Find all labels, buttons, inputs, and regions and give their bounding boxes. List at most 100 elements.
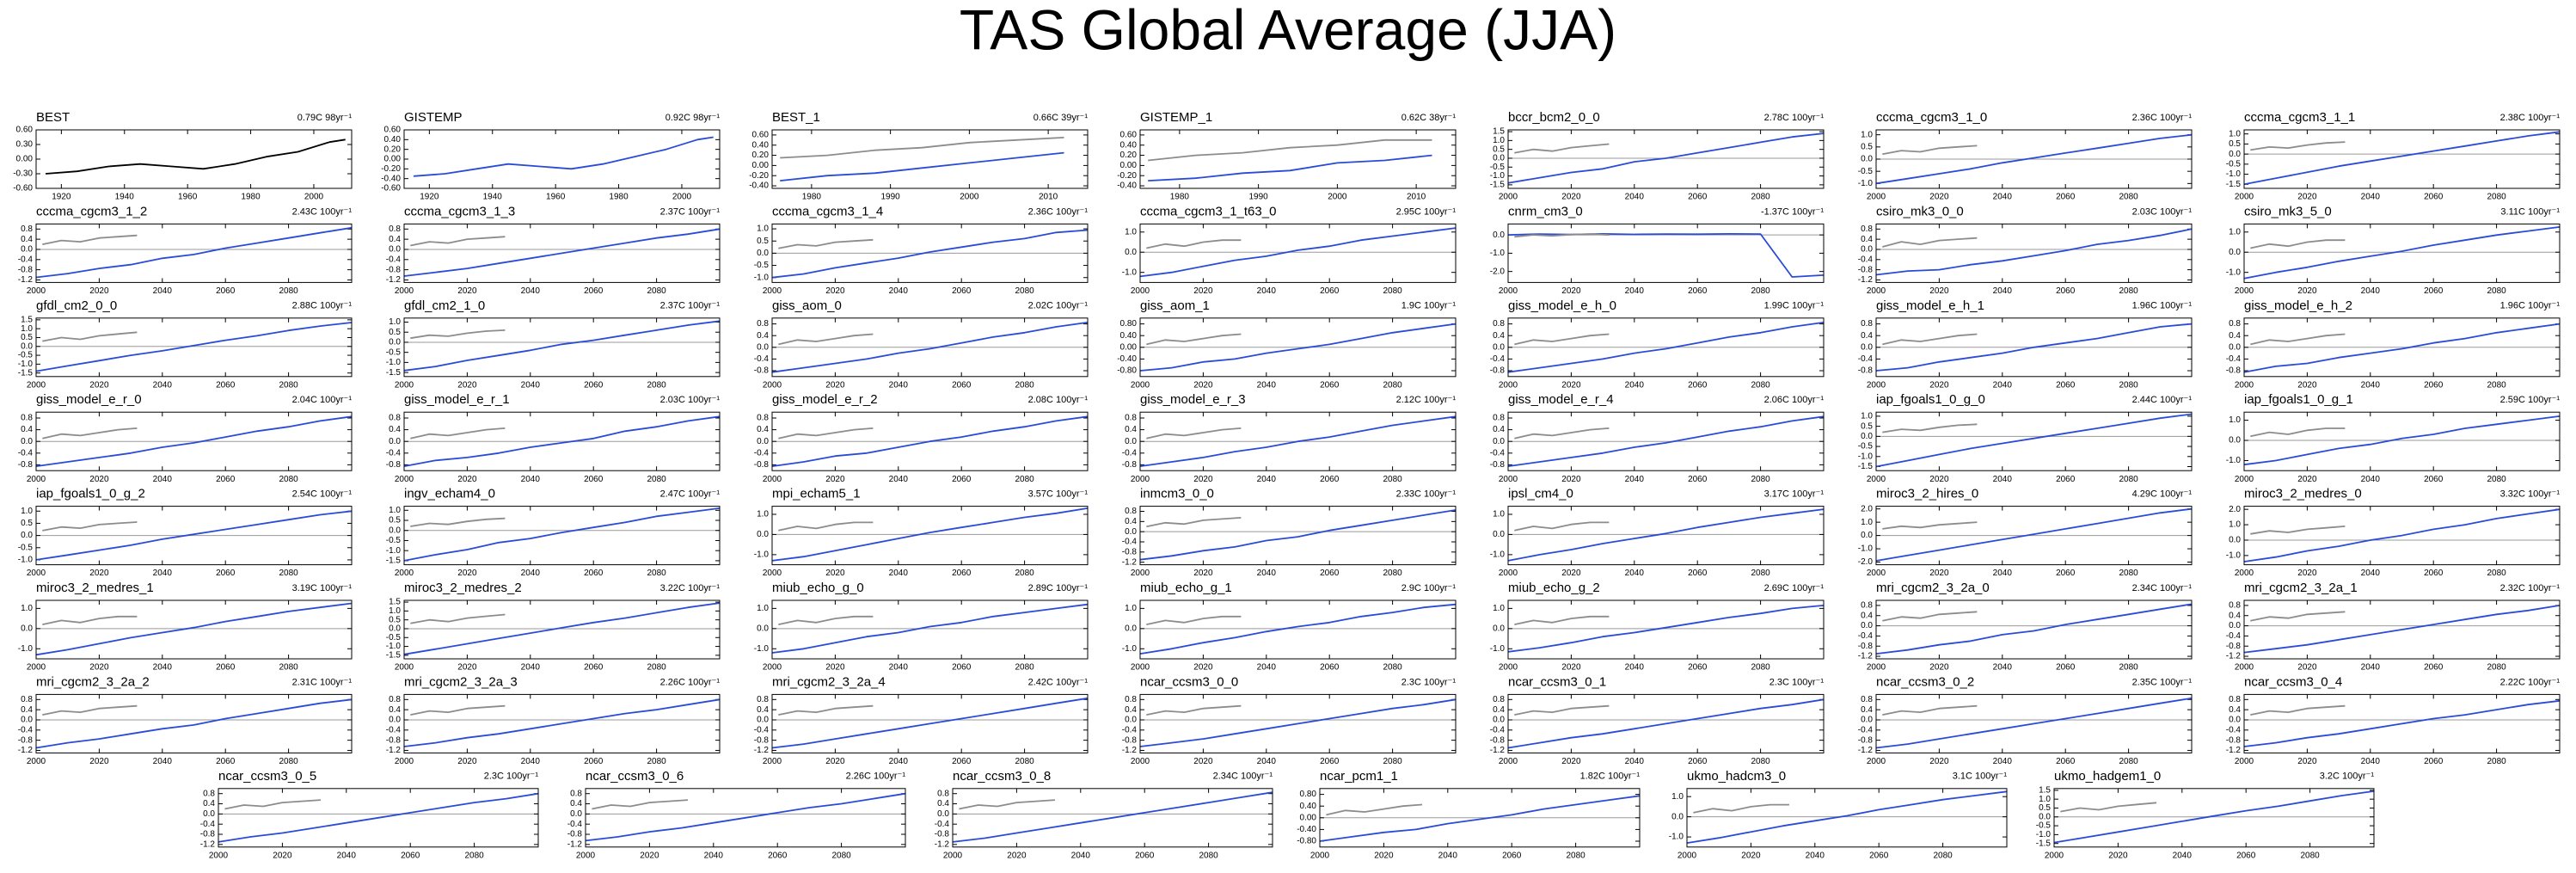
y-tick-label: -0.4 bbox=[1858, 255, 1874, 264]
x-tick-label: 2040 bbox=[889, 663, 909, 673]
panel-title: giss_model_e_h_1 bbox=[1876, 298, 1984, 313]
y-tick-label: 0.0 bbox=[21, 437, 33, 446]
panel-annotation: 2.34C 100yr⁻¹ bbox=[2132, 583, 2193, 593]
y-tick-label: 0.4 bbox=[570, 799, 582, 808]
y-tick-label: -0.4 bbox=[567, 820, 583, 829]
x-tick-label: 2080 bbox=[1015, 663, 1034, 673]
panel: mri_cgcm2_3_2a_3 2.26C 100yr⁻¹ -1.2-0.8-0.… bbox=[386, 674, 721, 766]
y-tick-label: -0.4 bbox=[1122, 538, 1138, 547]
x-tick-label: 2000 bbox=[1131, 475, 1150, 484]
y-tick-label: 1.5 bbox=[21, 316, 33, 325]
x-tick-label: 2000 bbox=[672, 193, 692, 202]
y-tick-label: -1.5 bbox=[1490, 181, 1506, 190]
x-tick-label: 2040 bbox=[1625, 380, 1645, 390]
y-tick-label: 0.0 bbox=[2229, 716, 2241, 725]
series-line bbox=[2060, 802, 2157, 813]
x-tick-label: 2000 bbox=[1499, 193, 1518, 202]
y-tick-label: 1.0 bbox=[1125, 227, 1137, 237]
y-tick-label: -1.0 bbox=[754, 550, 770, 560]
plot-frame bbox=[2243, 223, 2561, 283]
y-tick-label: -0.80 bbox=[1117, 366, 1137, 376]
x-tick-label: 2000 bbox=[763, 475, 782, 484]
x-tick-label: 2040 bbox=[521, 757, 541, 766]
x-tick-label: 2000 bbox=[1677, 851, 1697, 860]
x-tick-label: 2060 bbox=[216, 757, 236, 766]
panel-title: mri_cgcm2_3_2a_1 bbox=[2244, 581, 2358, 595]
series-line bbox=[1139, 509, 1457, 561]
x-tick-label: 2060 bbox=[584, 569, 604, 578]
y-tick-label: -0.8 bbox=[386, 265, 402, 274]
y-tick-label: 0.0 bbox=[1125, 716, 1137, 725]
y-tick-label: -0.8 bbox=[935, 830, 950, 839]
y-tick-label: 0.8 bbox=[1861, 601, 1873, 611]
chart-title: TAS Global Average (JJA) bbox=[960, 0, 1616, 61]
x-tick-label: 2080 bbox=[2487, 193, 2506, 202]
panel-annotation: 0.62C 38yr⁻¹ bbox=[1401, 113, 1457, 123]
x-tick-label: 2000 bbox=[1499, 757, 1518, 766]
y-tick-label: 0.5 bbox=[389, 516, 401, 526]
panel-title: giss_model_e_h_0 bbox=[1508, 298, 1616, 313]
x-tick-label: 2020 bbox=[1561, 757, 1581, 766]
x-tick-label: 2060 bbox=[1688, 475, 1708, 484]
y-tick-label: 0.4 bbox=[1493, 705, 1505, 715]
x-tick-label: 2080 bbox=[647, 286, 666, 296]
y-tick-label: 0.0 bbox=[2229, 436, 2241, 446]
y-tick-label: 1.5 bbox=[389, 598, 401, 607]
series-line bbox=[2250, 704, 2346, 716]
x-tick-label: 2000 bbox=[2235, 757, 2254, 766]
x-tick-label: 2060 bbox=[1688, 286, 1708, 296]
y-tick-label: -0.8 bbox=[2226, 735, 2242, 745]
x-tick-label: 2010 bbox=[1039, 193, 1058, 202]
series-line bbox=[1148, 154, 1432, 181]
x-tick-label: 2060 bbox=[216, 380, 236, 390]
plot-frame bbox=[1875, 223, 2193, 283]
series-line bbox=[778, 427, 874, 440]
x-tick-label: 2080 bbox=[1015, 569, 1034, 578]
panel-annotation: 2.12C 100yr⁻¹ bbox=[1396, 395, 1457, 405]
x-tick-label: 2040 bbox=[1257, 757, 1277, 766]
panel: mri_cgcm2_3_2a_2 2.31C 100yr⁻¹ -1.2-0.8-0.… bbox=[18, 674, 353, 766]
plot-frame bbox=[403, 599, 721, 660]
plot-frame bbox=[1507, 506, 1825, 566]
plot-frame bbox=[771, 223, 1089, 283]
y-tick-label: 0.00 bbox=[384, 155, 402, 164]
series-line bbox=[410, 704, 506, 716]
y-tick-label: -1.0 bbox=[1490, 644, 1506, 654]
y-tick-label: -0.60 bbox=[381, 184, 401, 194]
x-tick-label: 2060 bbox=[2056, 569, 2076, 578]
y-tick-label: -1.2 bbox=[1490, 746, 1506, 755]
x-tick-label: 2000 bbox=[1499, 286, 1518, 296]
x-tick-label: 2040 bbox=[521, 663, 541, 673]
x-tick-label: 2000 bbox=[395, 286, 414, 296]
y-tick-label: 0.8 bbox=[2229, 695, 2241, 704]
y-tick-label: 0.4 bbox=[1125, 425, 1137, 434]
panel: iap_fgoals1_0_g_2 2.54C 100yr⁻¹ -1.0 -0.5 0.… bbox=[18, 487, 353, 578]
x-tick-label: 2020 bbox=[825, 663, 845, 673]
series-line bbox=[1139, 415, 1457, 467]
panel-annotation: 3.2C 100yr⁻¹ bbox=[2320, 772, 2375, 782]
x-tick-label: 2080 bbox=[2487, 757, 2506, 766]
panel-annotation: 2.44C 100yr⁻¹ bbox=[2132, 395, 2193, 405]
y-tick-label: 1.0 bbox=[21, 324, 33, 334]
plot-frame bbox=[218, 788, 539, 848]
series-line bbox=[2053, 790, 2375, 844]
series-line bbox=[403, 602, 721, 655]
plot-frame bbox=[1139, 411, 1457, 471]
x-tick-label: 2000 bbox=[1499, 569, 1518, 578]
x-tick-label: 2060 bbox=[2424, 569, 2444, 578]
y-tick-label: -0.4 bbox=[1858, 725, 1874, 735]
y-tick-label: -1.2 bbox=[18, 746, 34, 755]
y-tick-label: 0.0 bbox=[2229, 621, 2241, 630]
x-tick-label: 2000 bbox=[395, 663, 414, 673]
y-tick-label: 0.5 bbox=[757, 237, 769, 246]
panel: BEST 0.79C 98yr⁻¹ -0.60 -0.30 0.00 0.30 0.60 19… bbox=[13, 110, 353, 202]
series-line bbox=[42, 521, 138, 532]
x-tick-label: 2060 bbox=[584, 663, 604, 673]
panel-annotation: -1.37C 100yr⁻¹ bbox=[1761, 206, 1824, 217]
x-tick-label: 2040 bbox=[1625, 569, 1645, 578]
y-tick-label: 1.0 bbox=[2229, 415, 2241, 425]
y-tick-label: -0.4 bbox=[754, 725, 770, 735]
y-tick-label: -1.0 bbox=[18, 644, 34, 654]
y-tick-label: 0.40 bbox=[752, 140, 770, 150]
panel-title: ipsl_cm4_0 bbox=[1508, 487, 1573, 501]
